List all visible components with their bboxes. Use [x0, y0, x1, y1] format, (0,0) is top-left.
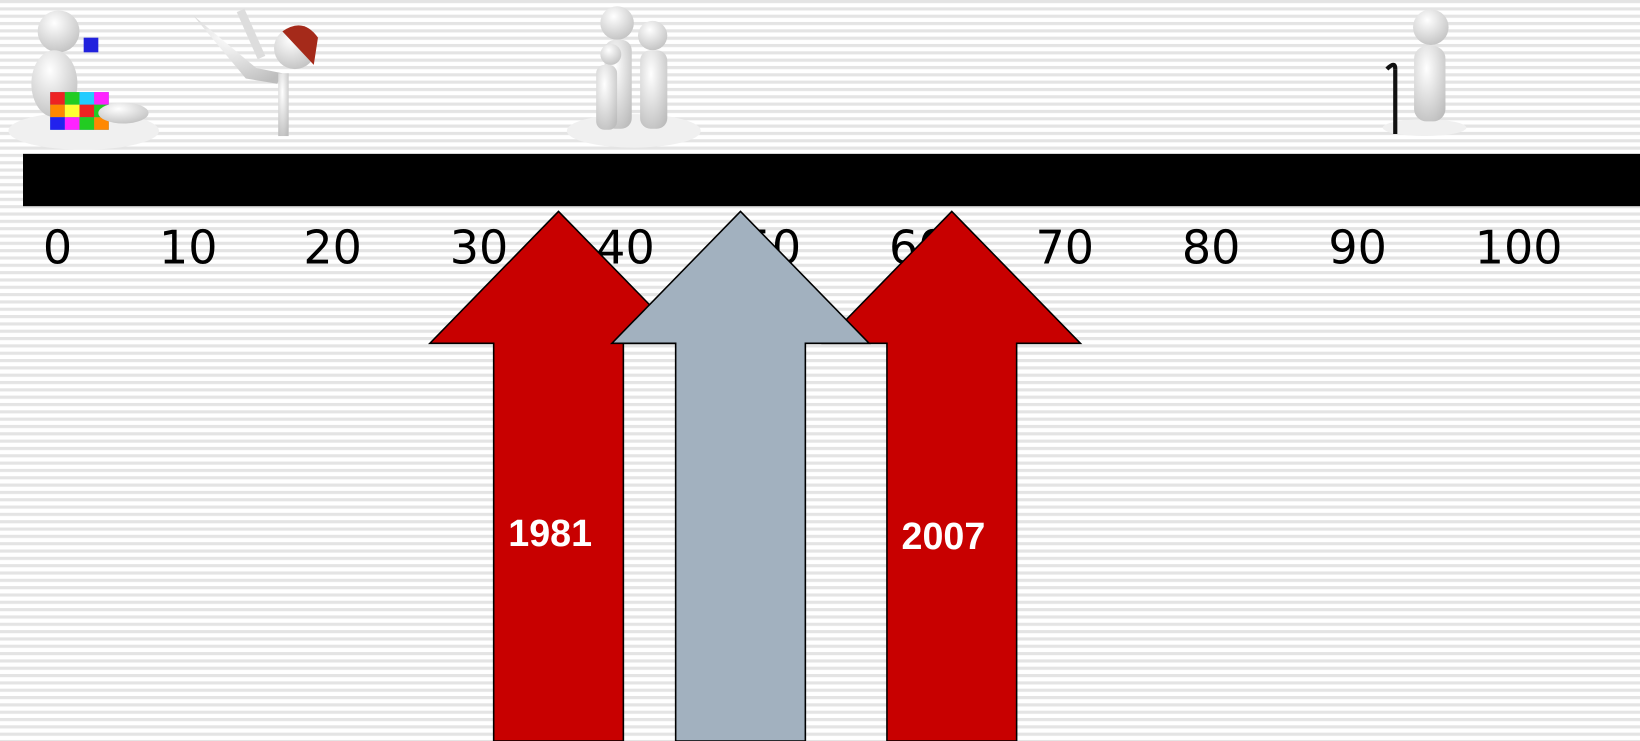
family-figure	[566, 6, 701, 148]
arrow-label: 1981	[508, 512, 592, 554]
scale-label: 70	[1035, 221, 1094, 275]
child-figure	[8, 10, 159, 150]
scale-label: 0	[43, 221, 72, 275]
scale-label: 20	[303, 221, 362, 275]
timeline-bar	[23, 153, 1640, 207]
arrows: 1981 2007	[428, 210, 1083, 741]
scale-label: 10	[159, 221, 218, 275]
elderly-figure	[1382, 9, 1467, 137]
scale-label: 30	[450, 221, 509, 275]
scale-label: 80	[1182, 221, 1241, 275]
scale-label: 100	[1475, 221, 1563, 275]
teen-figure	[193, 8, 318, 137]
arrow	[610, 210, 872, 741]
scale-label: 90	[1328, 221, 1387, 275]
arrow-label: 2007	[902, 515, 986, 557]
